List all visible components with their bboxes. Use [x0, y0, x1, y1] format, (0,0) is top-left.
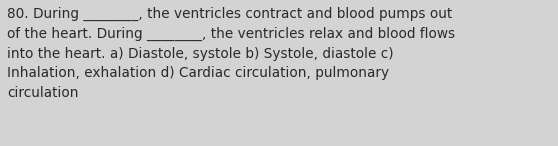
Text: 80. During ________, the ventricles contract and blood pumps out
of the heart. D: 80. During ________, the ventricles cont…: [7, 7, 455, 100]
